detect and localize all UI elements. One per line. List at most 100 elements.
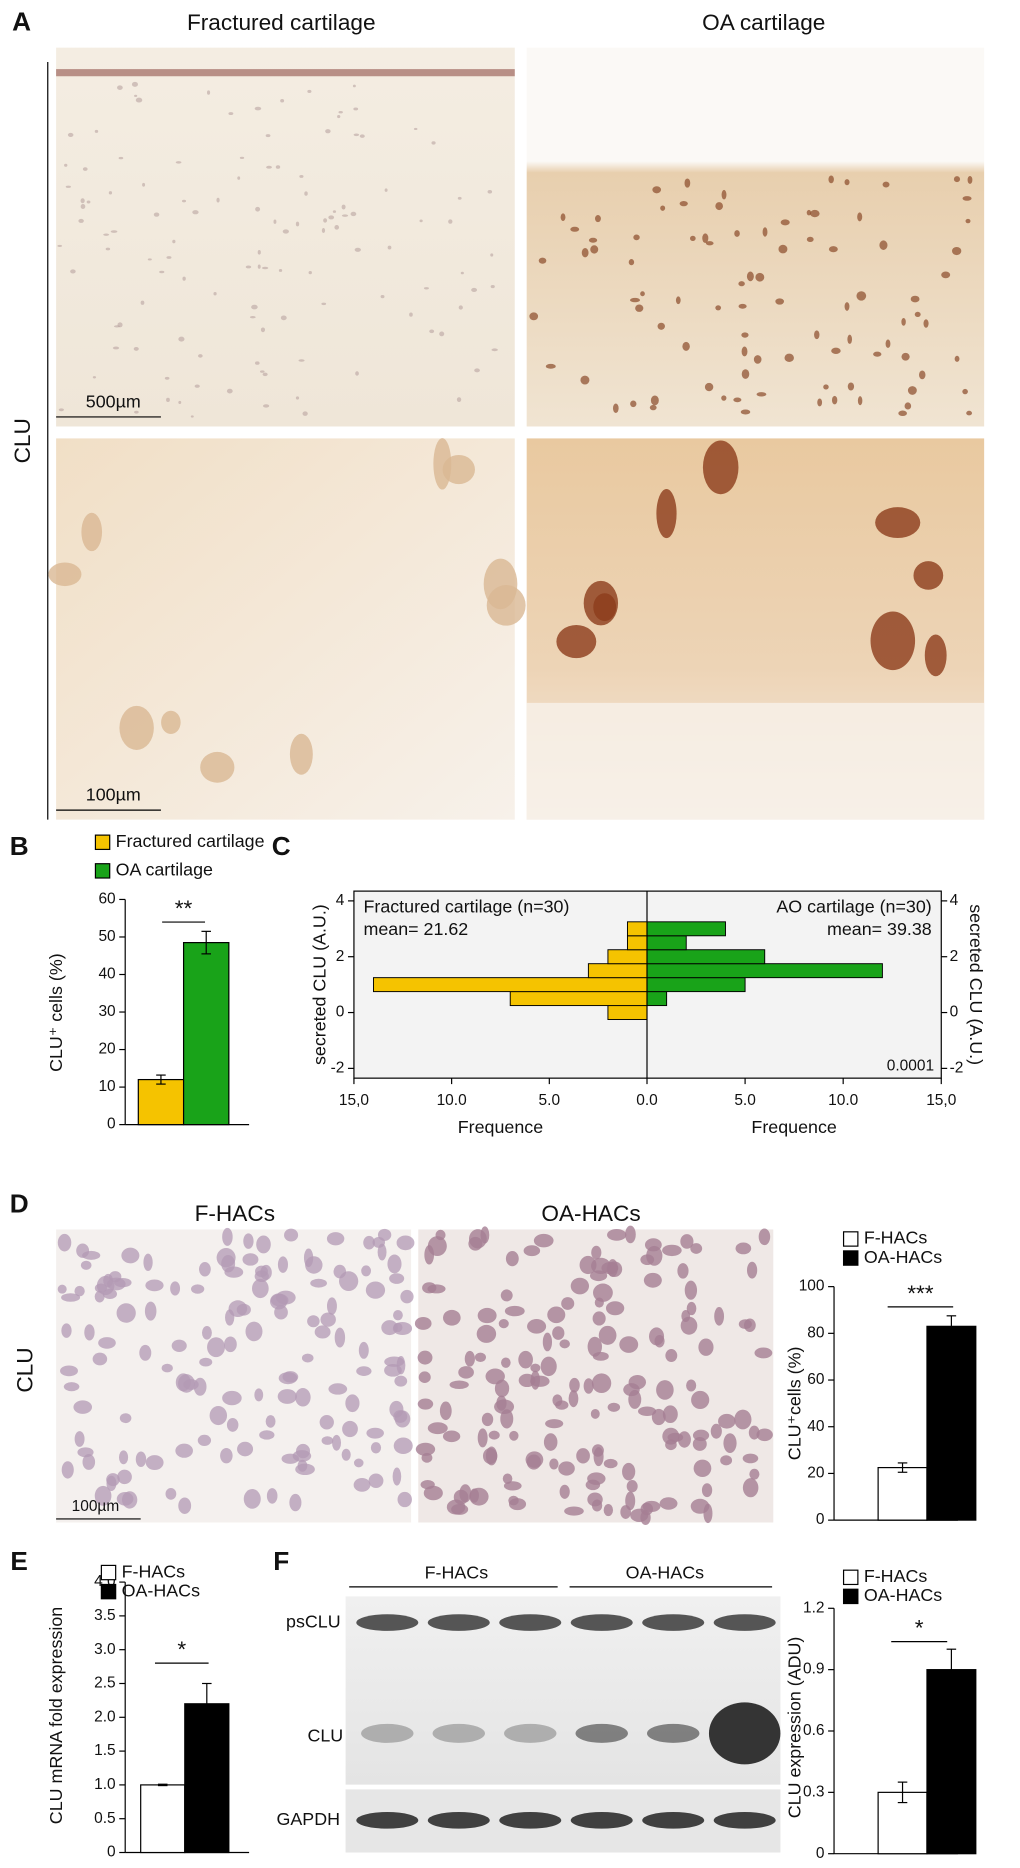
cell bbox=[741, 346, 748, 357]
cell bbox=[831, 395, 838, 405]
cell bbox=[882, 181, 890, 188]
band bbox=[361, 1723, 414, 1743]
cell bbox=[828, 175, 834, 184]
cell bbox=[299, 175, 304, 178]
histogram-bar bbox=[646, 949, 766, 965]
cell bbox=[508, 1498, 527, 1511]
y-axis-label: CLU⁺cells (%) bbox=[785, 1347, 805, 1461]
cell bbox=[738, 303, 747, 309]
cell bbox=[913, 561, 944, 590]
cell bbox=[245, 265, 252, 269]
cell bbox=[568, 1390, 579, 1408]
cell bbox=[693, 1459, 712, 1478]
cell bbox=[643, 1272, 662, 1288]
x-tick-label: 5.0 bbox=[734, 1092, 756, 1109]
cell bbox=[681, 1310, 691, 1323]
cell bbox=[710, 1423, 722, 1439]
legend-swatch bbox=[842, 1231, 859, 1247]
cell bbox=[220, 1447, 233, 1464]
cell bbox=[352, 84, 356, 88]
legend-label: F-HACs bbox=[864, 1228, 928, 1248]
cell bbox=[810, 209, 820, 218]
legend-swatch bbox=[100, 1583, 117, 1600]
cell bbox=[962, 196, 972, 201]
cell bbox=[570, 1277, 590, 1295]
cell bbox=[94, 129, 99, 133]
cell bbox=[603, 1504, 614, 1517]
cell bbox=[423, 1485, 443, 1501]
cell bbox=[718, 1413, 736, 1429]
cell bbox=[720, 1455, 733, 1466]
cell bbox=[103, 233, 110, 236]
histogram-bar bbox=[646, 935, 687, 951]
cell bbox=[721, 189, 727, 200]
cell bbox=[175, 161, 182, 164]
cell bbox=[320, 1312, 336, 1327]
legend-swatch bbox=[100, 1564, 117, 1581]
cell bbox=[734, 230, 740, 237]
band bbox=[427, 1614, 490, 1631]
cell bbox=[558, 1461, 575, 1476]
cell bbox=[198, 354, 203, 358]
cell bbox=[605, 1301, 625, 1316]
cell bbox=[569, 1377, 580, 1393]
cell bbox=[505, 1251, 519, 1267]
cell bbox=[723, 1433, 737, 1453]
cell bbox=[74, 1431, 85, 1447]
cell bbox=[92, 1352, 108, 1366]
y-tick-label: 10 bbox=[98, 1078, 115, 1095]
cell bbox=[266, 165, 272, 169]
cell bbox=[640, 291, 645, 297]
legend-swatch bbox=[842, 1569, 859, 1586]
x-tick-label: 15,0 bbox=[339, 1092, 369, 1109]
cell bbox=[549, 1458, 559, 1470]
cell bbox=[488, 1430, 500, 1440]
cell bbox=[133, 346, 139, 351]
cell bbox=[690, 1498, 710, 1514]
legend-label: F-HACs bbox=[864, 1566, 928, 1586]
cell bbox=[325, 129, 331, 134]
cell bbox=[145, 1279, 164, 1292]
cell bbox=[474, 1352, 486, 1362]
cell bbox=[625, 1225, 636, 1244]
cell bbox=[715, 305, 722, 311]
cell bbox=[715, 202, 723, 211]
cell bbox=[545, 363, 556, 369]
cell bbox=[415, 1442, 436, 1456]
y-axis-label: CLU mRNA fold expression bbox=[46, 1607, 66, 1824]
cell bbox=[622, 1462, 636, 1481]
cell bbox=[592, 1351, 609, 1361]
cell bbox=[326, 1297, 337, 1315]
p-value: 0.0001 bbox=[887, 1057, 934, 1074]
column-title: F-HACs bbox=[195, 1201, 275, 1226]
cell bbox=[857, 396, 863, 406]
cell bbox=[831, 347, 841, 354]
panel-label: B bbox=[10, 831, 29, 861]
cell bbox=[353, 1477, 371, 1492]
cell bbox=[967, 175, 973, 184]
cell bbox=[321, 302, 327, 306]
cell bbox=[321, 228, 326, 234]
cell bbox=[649, 404, 657, 411]
x-tick-label: 5.0 bbox=[539, 1092, 561, 1109]
x-axis-label: Frequence bbox=[751, 1117, 836, 1137]
cell bbox=[496, 1395, 507, 1411]
y2-axis-label: secreted CLU (A.U.) bbox=[966, 904, 986, 1065]
cell bbox=[420, 1480, 435, 1490]
y-tick-label: 0.6 bbox=[803, 1722, 825, 1739]
cell bbox=[642, 1500, 661, 1512]
cell bbox=[166, 256, 172, 259]
cell bbox=[756, 392, 767, 397]
cell bbox=[301, 1353, 314, 1363]
cell bbox=[94, 1485, 112, 1506]
cell bbox=[201, 1325, 212, 1340]
cell bbox=[442, 1430, 461, 1443]
cell bbox=[274, 1305, 288, 1320]
cell bbox=[48, 562, 82, 587]
cell bbox=[460, 271, 464, 275]
x-axis-label: Frequence bbox=[458, 1117, 543, 1137]
cell bbox=[640, 1510, 651, 1526]
cell bbox=[844, 302, 850, 311]
cell bbox=[84, 1324, 95, 1341]
cell bbox=[213, 291, 217, 296]
